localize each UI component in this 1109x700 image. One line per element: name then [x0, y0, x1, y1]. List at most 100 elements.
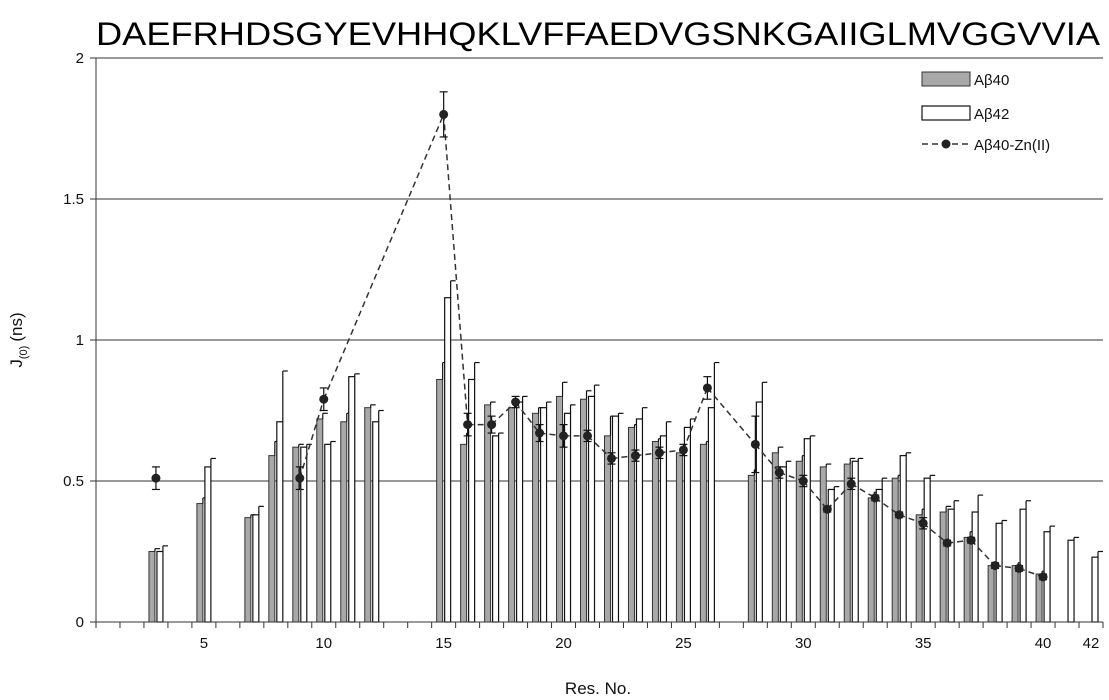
x-axis-ticks: 5 10 15 20 25 30 35 40 42 [95, 622, 1104, 652]
bar-abeta42 [875, 488, 883, 623]
zn-line-segment [586, 435, 613, 459]
bar-abeta42 [899, 455, 907, 623]
x-tick-label: 40 [1035, 635, 1052, 652]
bar-abeta42 [372, 421, 380, 623]
bar-abeta40 [675, 452, 683, 623]
point-abeta40-zn [151, 473, 161, 483]
point-abeta40-zn [439, 109, 449, 119]
zn-line-segment [754, 443, 780, 474]
y-tick-label: 2 [76, 50, 84, 67]
x-tick-label: 5 [200, 635, 208, 652]
point-abeta40-zn [630, 451, 640, 461]
bar-abeta40 [196, 503, 204, 623]
bar-abeta40 [484, 404, 492, 623]
point-abeta40-zn [606, 453, 616, 463]
x-tick-label: 42 [1083, 635, 1100, 652]
point-abeta40-zn [966, 535, 976, 545]
bar-abeta42 [156, 550, 164, 623]
y-tick-label: 1.5 [63, 191, 84, 208]
bar-abeta40 [795, 460, 803, 623]
legend: Aβ40 Aβ42 Aβ40-Zn(II) [921, 71, 1050, 154]
zn-line-segment [706, 387, 756, 445]
point-abeta40-zn [750, 439, 760, 449]
point-abeta40-zn [295, 473, 305, 483]
gridlines [96, 57, 1103, 482]
point-abeta40-zn [559, 431, 569, 441]
bar-abeta40 [268, 455, 276, 623]
point-abeta40-zn [487, 420, 497, 430]
bar-abeta42 [683, 426, 692, 623]
y-axis-ticks: 0 0.5 1 1.5 2 [63, 50, 96, 631]
legend-label-abeta40-zn: Aβ40-Zn(II) [974, 137, 1050, 154]
point-abeta40-zn [511, 397, 521, 407]
bar-abeta40 [891, 477, 899, 623]
bar-abeta42 [779, 466, 787, 623]
zn-line-segment [491, 401, 517, 426]
point-abeta40-zn [870, 493, 880, 503]
point-abeta40-zn [583, 431, 593, 441]
legend-label-abeta40: Aβ40 [974, 72, 1009, 89]
svg-text:J(0)(ns): J(0) (ns) [7, 312, 30, 367]
series-abeta40-zn-line [151, 91, 1048, 582]
x-tick-label: 15 [435, 635, 452, 652]
zn-line-segment [682, 387, 709, 451]
sequence-title: DAEFRHDSGYEVHHQKLVFFAEDVGSNKGAIIGLMVGGVV… [96, 16, 1101, 52]
bar-abeta42 [611, 415, 620, 623]
series-abeta40-bars [148, 361, 1048, 623]
bar-abeta40 [867, 497, 875, 623]
bar-abeta40 [364, 407, 372, 623]
legend-swatch-abeta42 [921, 105, 971, 121]
bar-abeta42 [1067, 539, 1075, 623]
bar-abeta40 [340, 421, 348, 623]
y-tick-label: 0 [76, 614, 84, 631]
point-abeta40-zn [990, 561, 1000, 571]
bar-abeta42 [755, 401, 763, 623]
point-abeta40-zn [894, 510, 904, 520]
point-abeta40-zn [463, 420, 473, 430]
bar-abeta42 [971, 511, 979, 623]
point-abeta40-zn [535, 428, 545, 438]
bar-abeta42 [515, 401, 524, 623]
x-tick-label: 20 [555, 635, 572, 652]
zn-line-segment [323, 114, 445, 400]
point-abeta40-zn [942, 538, 952, 548]
bar-abeta42 [923, 477, 931, 623]
point-abeta40-zn [1014, 563, 1024, 573]
point-abeta40-zn [798, 476, 808, 486]
x-tick-label: 35 [915, 635, 932, 652]
y-tick-label: 1 [76, 332, 84, 349]
bar-abeta40 [747, 474, 755, 623]
point-abeta40-zn [678, 445, 688, 455]
bar-abeta42 [252, 514, 260, 623]
bar-abeta42 [204, 466, 212, 623]
bar-abeta42 [492, 435, 500, 623]
y-axis-title: J(0) (ns) [7, 312, 30, 367]
bar-abeta42 [803, 438, 811, 623]
bar-abeta40 [460, 443, 468, 623]
bar-abeta40 [148, 551, 156, 623]
y-axis-title-main: J [7, 359, 26, 368]
zn-line-segment [826, 483, 852, 510]
legend-swatch-zn-marker [941, 139, 951, 149]
point-abeta40-zn [822, 504, 832, 514]
legend-label-abeta42: Aβ42 [974, 106, 1009, 123]
bar-abeta40 [1011, 565, 1019, 623]
point-abeta40-zn [774, 468, 784, 478]
bar-abeta42 [348, 376, 356, 623]
y-axis-title-subscript: (0) [18, 346, 30, 359]
bar-abeta42 [468, 378, 476, 623]
x-axis-title: Res. No. [565, 679, 631, 698]
bar-abeta40 [699, 443, 707, 623]
bar-abeta42 [539, 407, 548, 623]
bar-abeta42 [444, 297, 452, 623]
zn-line-segment [802, 480, 828, 510]
zn-line-segment [514, 401, 541, 434]
bar-abeta42 [563, 412, 572, 623]
bar-abeta40 [987, 565, 995, 623]
y-tick-label: 0.5 [63, 473, 84, 490]
legend-swatch-abeta40 [921, 71, 971, 87]
bar-abeta40 [915, 514, 923, 623]
point-abeta40-zn [319, 394, 329, 404]
bar-abeta40 [556, 395, 564, 623]
